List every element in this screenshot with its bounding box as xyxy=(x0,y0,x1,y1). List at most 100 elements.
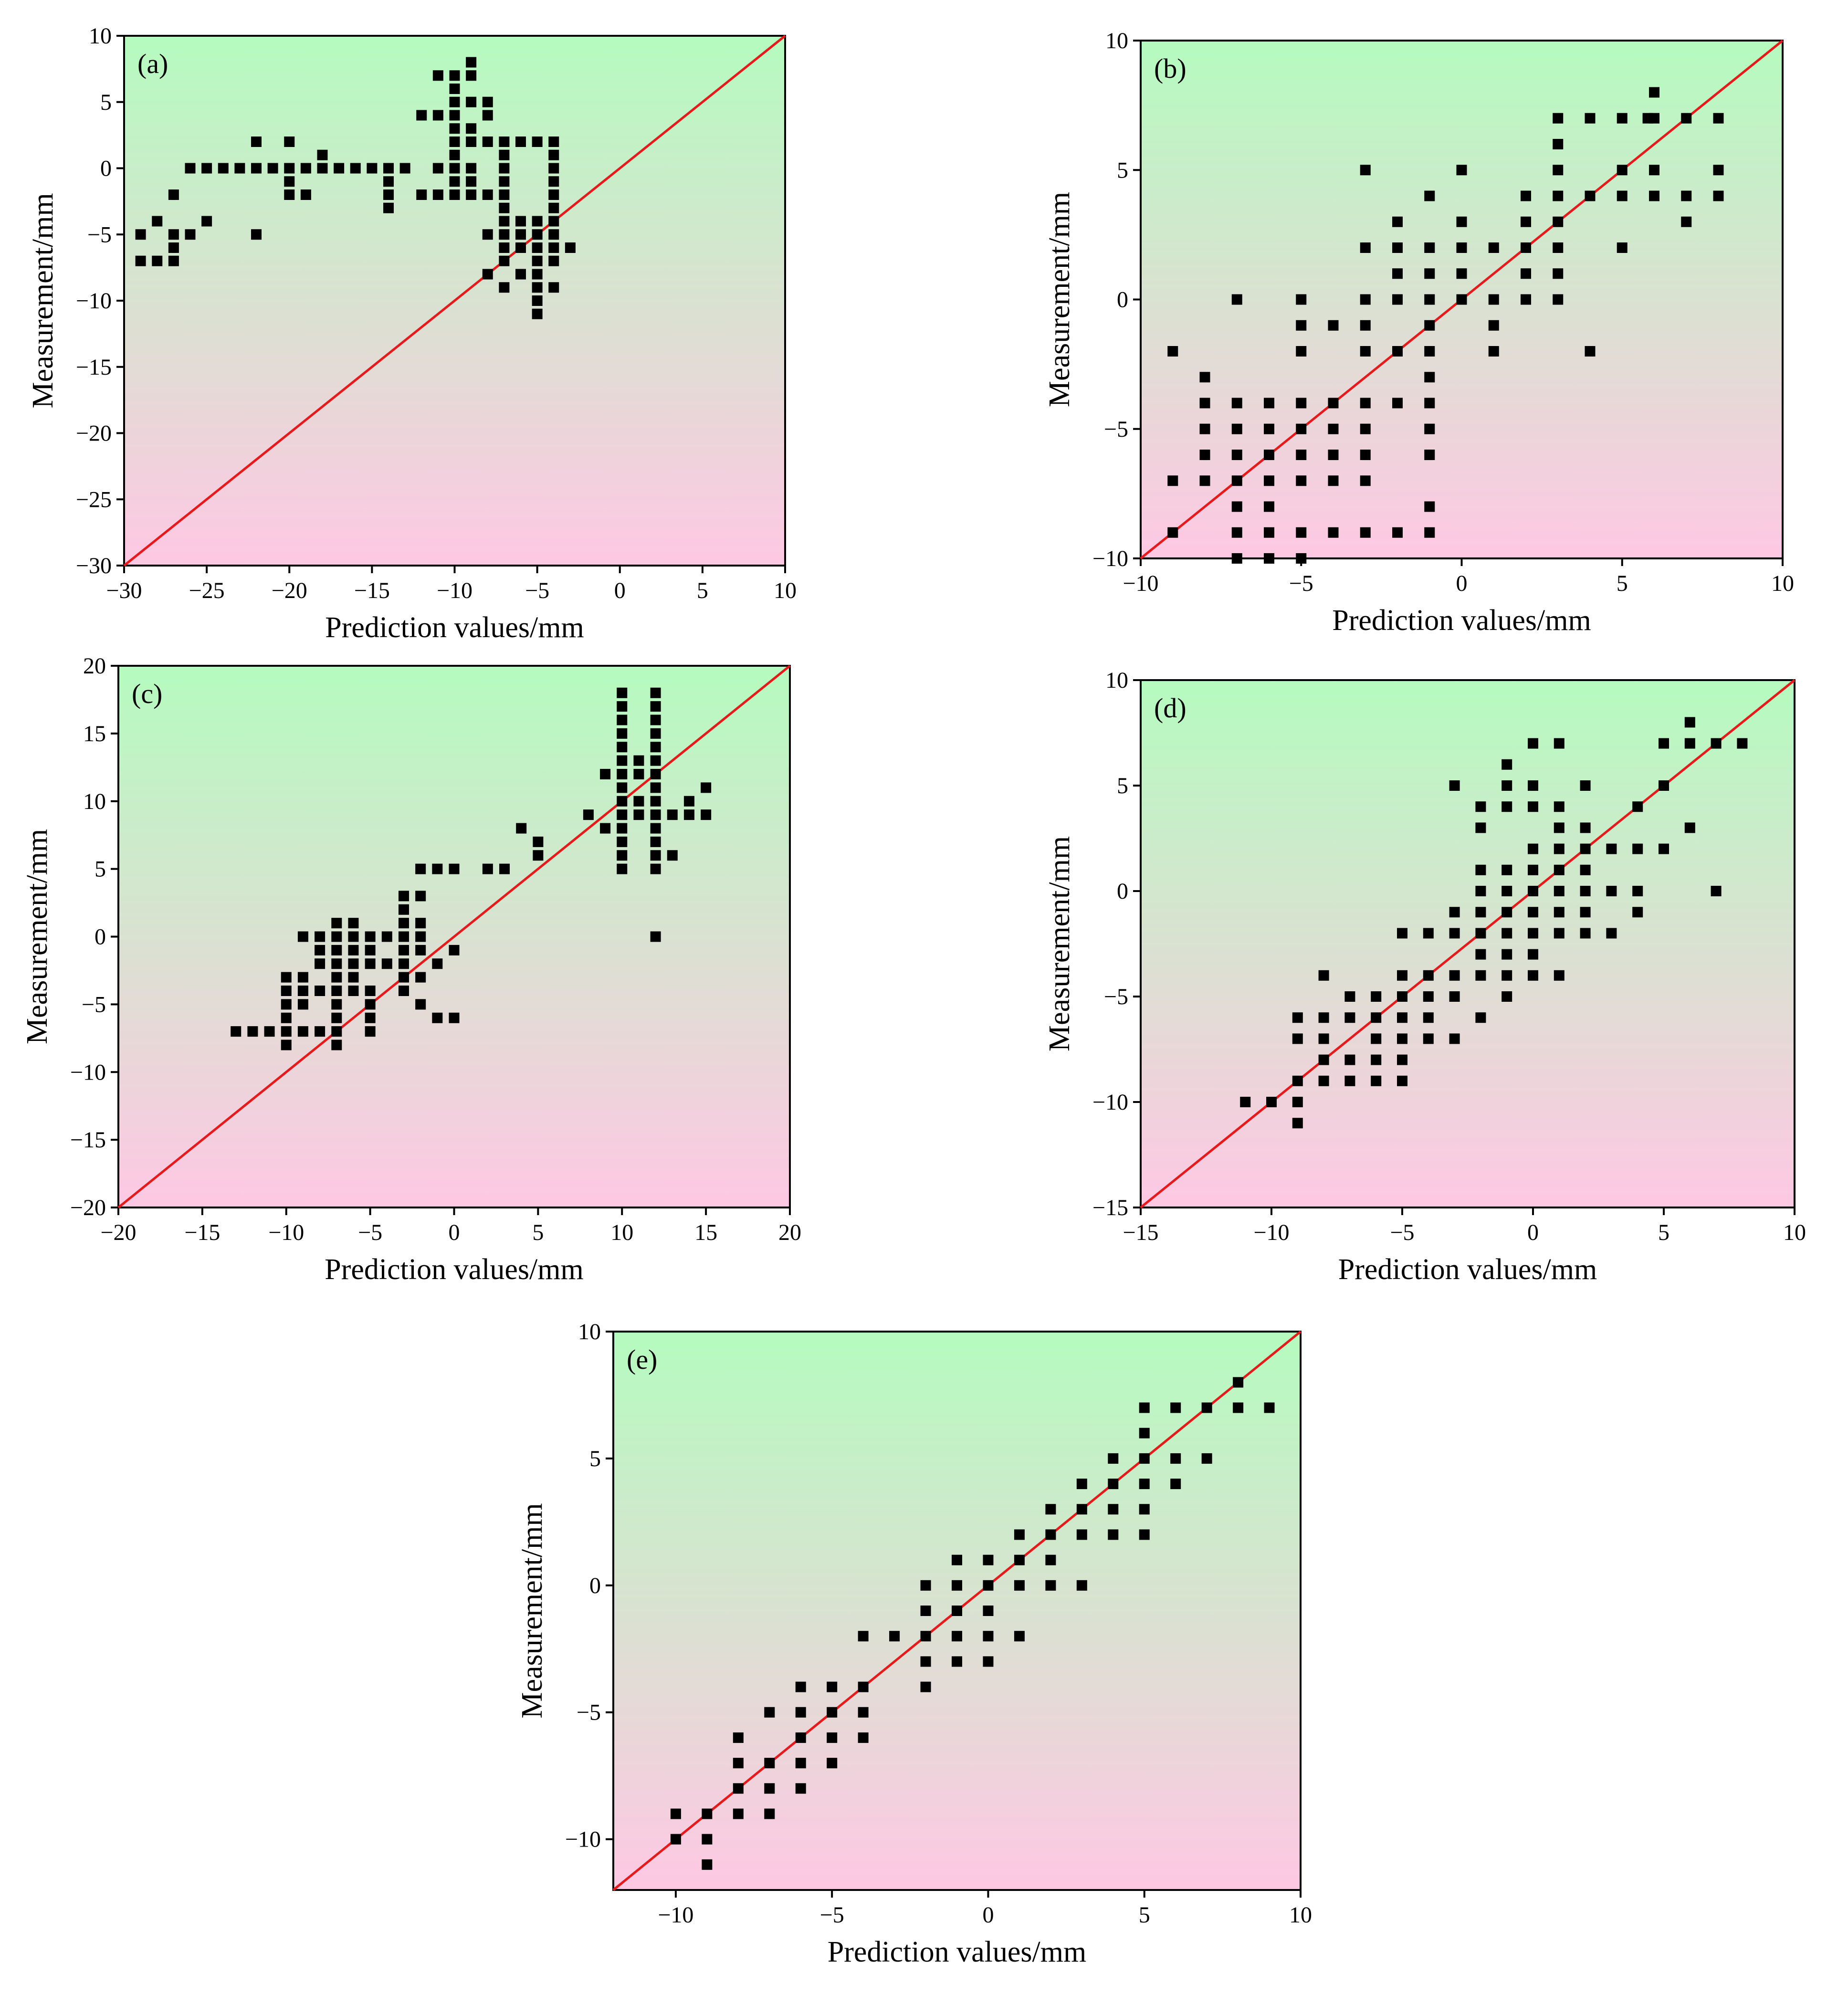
data-point xyxy=(515,242,526,253)
data-point xyxy=(548,149,559,160)
y-tick-label: −20 xyxy=(76,421,112,446)
y-tick-label: −10 xyxy=(565,1827,601,1852)
data-point xyxy=(952,1580,962,1591)
data-point xyxy=(548,282,559,293)
data-point xyxy=(1580,928,1591,939)
data-point xyxy=(1424,346,1435,357)
x-tick-label: 0 xyxy=(614,578,626,603)
y-tick-label: 0 xyxy=(1117,287,1128,313)
data-point xyxy=(185,163,196,174)
data-point xyxy=(1617,190,1628,201)
data-point xyxy=(1423,1033,1434,1044)
x-axis-title: Prediction values/mm xyxy=(325,1253,583,1286)
data-point xyxy=(1502,780,1512,791)
data-point xyxy=(667,809,678,820)
data-point xyxy=(1139,1479,1150,1490)
data-point xyxy=(482,96,493,107)
identity-line xyxy=(1140,679,1796,1208)
data-point xyxy=(667,850,678,861)
data-point xyxy=(952,1656,962,1667)
data-point xyxy=(449,70,460,81)
data-point xyxy=(1167,346,1178,357)
data-point xyxy=(1397,1012,1407,1023)
data-point xyxy=(1360,450,1371,460)
data-point xyxy=(548,255,559,266)
data-point xyxy=(1199,475,1210,486)
data-point xyxy=(633,796,644,807)
data-point xyxy=(367,163,378,174)
y-tick-label: −30 xyxy=(76,553,112,578)
data-point xyxy=(432,958,443,969)
data-point xyxy=(331,1012,342,1023)
data-point xyxy=(1632,886,1643,896)
data-point xyxy=(383,189,394,200)
data-point xyxy=(532,269,543,280)
data-point xyxy=(247,1026,258,1037)
y-tick-label: 0 xyxy=(94,924,106,950)
data-point xyxy=(1014,1554,1025,1565)
data-point xyxy=(415,931,426,942)
data-point xyxy=(1201,1402,1212,1413)
plot-frame xyxy=(1140,679,1796,1208)
data-point xyxy=(532,255,543,266)
y-tick-label: −10 xyxy=(70,1060,106,1085)
data-point xyxy=(1296,450,1307,460)
data-point xyxy=(983,1656,994,1667)
data-point xyxy=(795,1707,806,1718)
data-point xyxy=(1681,190,1692,201)
data-point xyxy=(1554,907,1564,918)
data-point xyxy=(650,742,661,753)
data-point xyxy=(1360,320,1371,331)
data-point xyxy=(168,229,179,240)
data-point xyxy=(218,163,229,174)
data-point xyxy=(201,216,212,227)
data-point xyxy=(795,1681,806,1692)
data-point xyxy=(449,176,460,187)
data-point xyxy=(1392,527,1403,538)
data-point xyxy=(251,229,262,240)
data-point xyxy=(1392,242,1403,253)
data-point xyxy=(1737,738,1748,749)
data-point xyxy=(1528,907,1538,918)
y-tick-label: −10 xyxy=(1092,1090,1128,1115)
data-point xyxy=(466,96,477,107)
data-point xyxy=(1344,1054,1355,1065)
data-point xyxy=(617,742,628,753)
data-point xyxy=(1045,1529,1056,1540)
data-point xyxy=(1318,970,1329,981)
data-point xyxy=(1456,242,1467,253)
x-tick-label: −10 xyxy=(658,1902,693,1928)
data-point xyxy=(499,255,510,266)
data-point xyxy=(1344,1012,1355,1023)
data-point xyxy=(1292,1118,1303,1129)
data-point xyxy=(617,769,628,779)
data-point xyxy=(1240,1097,1251,1107)
data-point xyxy=(1521,294,1531,305)
data-point xyxy=(650,701,661,712)
data-point xyxy=(1076,1479,1087,1490)
data-point xyxy=(1424,450,1435,460)
x-tick-label: −10 xyxy=(437,578,472,603)
data-point xyxy=(532,136,543,147)
data-point xyxy=(300,189,311,200)
data-point xyxy=(1475,886,1486,896)
data-point xyxy=(1231,527,1242,538)
data-point xyxy=(499,863,510,874)
data-point xyxy=(383,202,394,213)
data-point xyxy=(795,1732,806,1743)
data-point xyxy=(650,796,661,807)
data-point xyxy=(1528,738,1538,749)
data-point xyxy=(515,229,526,240)
data-point xyxy=(952,1554,962,1565)
data-point xyxy=(1328,423,1339,434)
data-point xyxy=(548,229,559,240)
data-point xyxy=(733,1808,744,1819)
data-point xyxy=(650,809,661,820)
data-point xyxy=(449,149,460,160)
data-point xyxy=(600,769,611,779)
data-point xyxy=(1553,165,1564,176)
data-point xyxy=(1397,970,1407,981)
data-point xyxy=(449,136,460,147)
data-point xyxy=(1632,843,1643,854)
x-axis-title: Prediction values/mm xyxy=(1332,604,1591,637)
